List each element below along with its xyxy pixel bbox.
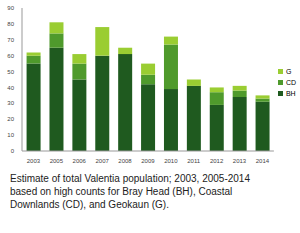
svg-text:70: 70 (8, 37, 15, 43)
svg-text:2007: 2007 (95, 158, 109, 164)
svg-text:90: 90 (8, 5, 15, 11)
svg-text:2005: 2005 (50, 158, 64, 164)
svg-text:10: 10 (8, 132, 15, 138)
svg-text:2010: 2010 (164, 158, 178, 164)
html-text:G: G (285, 68, 292, 75)
html-text:BH: BH (285, 90, 296, 97)
svg-text:2008: 2008 (118, 158, 132, 164)
svg-text:20: 20 (8, 116, 15, 122)
html-text:Estimate of total Valentia pop: Estimate of total Valentia population; 2… (10, 173, 250, 210)
html-text:CD: CD (285, 79, 296, 86)
svg-text:50: 50 (8, 69, 15, 75)
svg-text:30: 30 (8, 100, 15, 106)
svg-text:2014: 2014 (256, 158, 270, 164)
svg-text:2003: 2003 (27, 158, 41, 164)
svg-text:40: 40 (8, 85, 15, 91)
svg-text:0: 0 (11, 148, 15, 154)
svg-text:2006: 2006 (73, 158, 87, 164)
svg-text:2013: 2013 (233, 158, 247, 164)
svg-text:80: 80 (8, 21, 15, 27)
svg-text:60: 60 (8, 53, 15, 59)
svg-text:2009: 2009 (141, 158, 155, 164)
svg-text:2011: 2011 (187, 158, 201, 164)
svg-text:2012: 2012 (210, 158, 224, 164)
